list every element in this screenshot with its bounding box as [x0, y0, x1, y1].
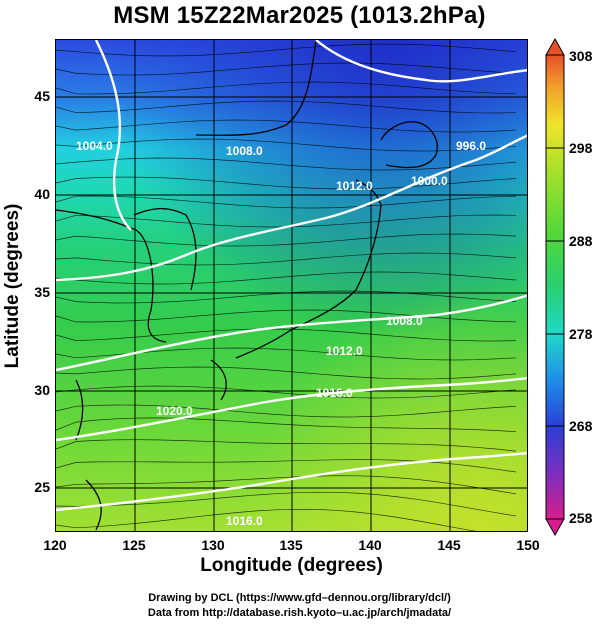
credit-drawing: Drawing by DCL (https://www.gfd–dennou.o… — [148, 592, 451, 604]
x-axis-label: Longitude (degrees) — [200, 555, 383, 576]
wind-streamline — [56, 81, 517, 95]
map-plot-area: 1004.0 1008.0 996.0 1012.0 1000.0 1008.0… — [55, 39, 528, 532]
wind-streamline — [56, 195, 517, 209]
colorbar — [545, 38, 565, 536]
wind-streamline — [56, 417, 517, 433]
lat-lon-grid — [56, 40, 527, 531]
wind-streamline — [56, 62, 517, 76]
x-tick-label: 135 — [279, 537, 303, 553]
y-tick-label: 25 — [34, 479, 50, 495]
isobar-label: 1016.0 — [316, 386, 353, 400]
y-tick-label: 45 — [34, 88, 50, 104]
x-tick-label: 125 — [122, 537, 146, 553]
isobar-label: 1020.0 — [156, 404, 193, 418]
colorbar-tick-label: 268 — [569, 418, 593, 434]
wind-streamline — [56, 439, 517, 452]
wind-streamline — [56, 233, 517, 247]
y-tick-label: 40 — [34, 186, 50, 202]
isobar-lines — [56, 40, 527, 512]
isobar-label: 1008.0 — [386, 314, 423, 328]
colorbar-max-arrow — [545, 38, 565, 56]
x-tick-label: 140 — [358, 537, 382, 553]
isobar-label: 1004.0 — [76, 139, 113, 153]
temperature-map: 1004.0 1008.0 996.0 1012.0 1000.0 1008.0… — [56, 40, 527, 531]
colorbar-tick-label: 278 — [569, 326, 593, 342]
isobar-label: 1008.0 — [226, 144, 263, 158]
chart-title: MSM 15Z22Mar2025 (1013.2hPa) — [113, 2, 486, 29]
x-tick-label: 150 — [516, 537, 540, 553]
colorbar-tick-label: 288 — [569, 233, 593, 249]
isobar-label: 1012.0 — [336, 179, 373, 193]
wind-streamline — [56, 475, 517, 495]
wind-streamline — [56, 100, 517, 114]
x-tick-label: 130 — [201, 537, 225, 553]
wind-streamline — [56, 404, 517, 418]
wind-streamline — [56, 157, 517, 171]
y-axis-label: Latitude (degrees) — [2, 203, 23, 369]
wind-streamline — [56, 119, 517, 133]
wind-streamline — [56, 491, 517, 517]
x-tick-label: 120 — [43, 537, 67, 553]
colorbar-min-arrow — [545, 518, 565, 536]
isobar-label: 1012.0 — [326, 344, 363, 358]
wind-streamline — [56, 385, 517, 399]
x-tick-label: 145 — [437, 537, 461, 553]
colorbar-tick-label: 308 — [569, 48, 593, 64]
wind-streamline — [56, 271, 517, 285]
wind-streamline — [56, 309, 517, 323]
isobar-label: 1000.0 — [411, 174, 448, 188]
colorbar-tick-label: 258 — [569, 510, 593, 526]
colorbar-tick-label: 298 — [569, 140, 593, 156]
y-tick-label: 30 — [34, 382, 50, 398]
wind-streamline — [56, 176, 517, 190]
wind-streamline — [56, 43, 517, 57]
isobar-label: 996.0 — [456, 139, 486, 153]
isobar-label: 1016.0 — [226, 514, 263, 528]
wind-streamline — [56, 328, 517, 342]
wind-streamline — [56, 508, 477, 531]
wind-streamline — [56, 252, 517, 266]
y-tick-label: 35 — [34, 284, 50, 300]
wind-streamline — [56, 366, 517, 380]
wind-streamline — [56, 138, 517, 152]
credit-data: Data from http://database.rish.kyoto–u.a… — [147, 607, 452, 619]
wind-streamline — [56, 459, 517, 473]
